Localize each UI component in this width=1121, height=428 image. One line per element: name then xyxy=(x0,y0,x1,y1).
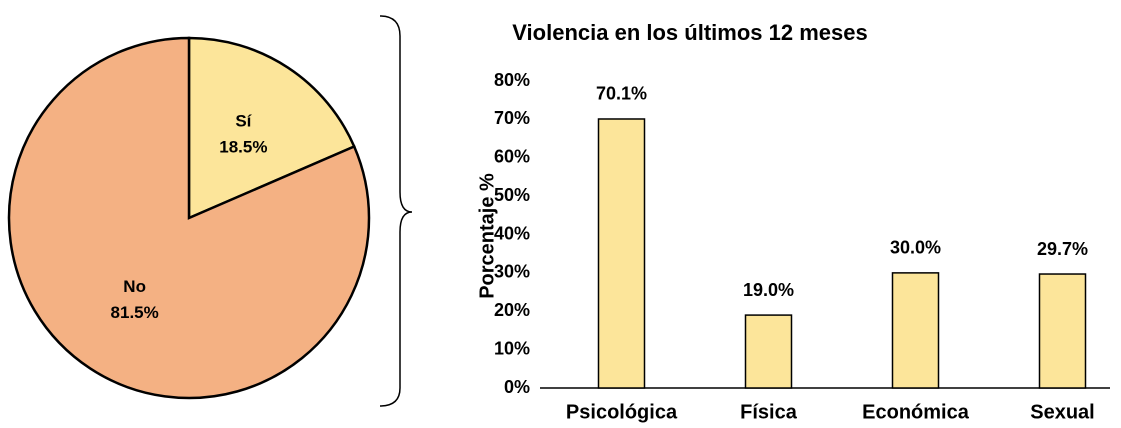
pie-slice xyxy=(7,36,371,400)
bar xyxy=(891,272,940,389)
chart-title: Violencia en los últimos 12 meses xyxy=(512,20,867,45)
y-tick-label: 10% xyxy=(494,338,530,358)
slice-value: 18.5% xyxy=(219,138,267,157)
x-tick-label: Sexual xyxy=(1030,401,1094,423)
y-axis-label: Porcentaje % xyxy=(476,173,498,299)
y-tick-label: 0% xyxy=(504,377,530,397)
slice-label: Sí xyxy=(235,112,252,131)
x-tick-label: Económica xyxy=(862,401,970,423)
value-label: 70.1% xyxy=(596,84,647,104)
bar xyxy=(744,314,793,389)
value-label: 30.0% xyxy=(890,238,941,258)
slice-label: No xyxy=(123,277,146,296)
x-tick-label: Psicológica xyxy=(566,401,678,423)
y-tick-label: 40% xyxy=(494,223,530,243)
bar xyxy=(1038,273,1087,389)
value-label: 29.7% xyxy=(1037,239,1088,259)
y-tick-label: 50% xyxy=(494,185,530,205)
y-tick-label: 30% xyxy=(494,262,530,282)
y-tick-label: 60% xyxy=(494,147,530,167)
bar xyxy=(597,118,646,389)
slice-value: 81.5% xyxy=(111,303,159,322)
y-tick-label: 70% xyxy=(494,108,530,128)
brace xyxy=(379,15,413,407)
x-tick-label: Física xyxy=(740,401,798,423)
y-tick-label: 20% xyxy=(494,300,530,320)
value-label: 19.0% xyxy=(743,280,794,300)
pie-slice xyxy=(187,36,356,220)
y-tick-label: 80% xyxy=(494,70,530,90)
